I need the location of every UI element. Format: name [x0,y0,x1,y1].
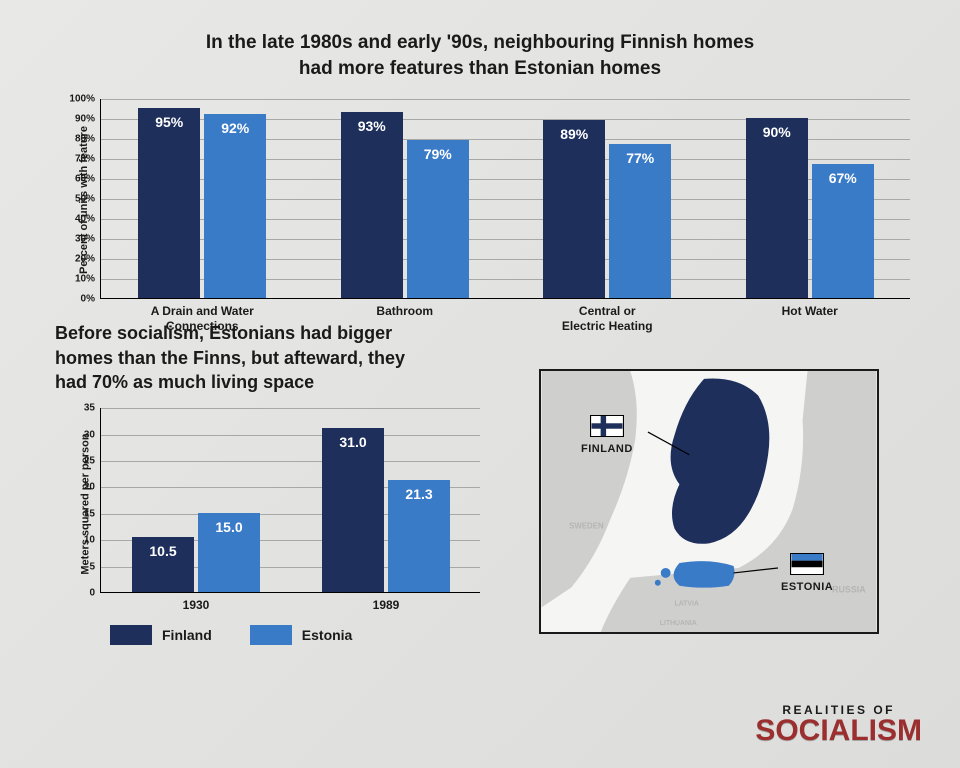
ytick: 0 [63,588,95,599]
bar: 67% [812,164,874,298]
bar-value-label: 15.0 [198,519,260,535]
bar-value-label: 92% [204,120,266,136]
xtick: Central orElectric Heating [506,298,709,333]
bar-value-label: 77% [609,150,671,166]
bar-value-label: 90% [746,124,808,140]
legend: Finland Estonia [110,625,515,645]
bar: 79% [407,140,469,298]
legend-estonia: Estonia [250,625,353,645]
legend-label-finland: Finland [162,627,212,643]
ytick: 50% [63,194,95,205]
map-finland-label: FINLAND [581,443,633,455]
xtick: Hot Water [709,298,912,318]
bar-value-label: 93% [341,118,403,134]
xtick: 1930 [101,592,291,612]
xtick: 1989 [291,592,481,612]
map-callout-finland: FINLAND [581,415,633,455]
ytick: 90% [63,114,95,125]
bar: 89% [543,120,605,298]
ytick: 10 [63,535,95,546]
ytick: 30 [63,429,95,440]
bar-group: 90% 67% [746,118,874,298]
bar-value-label: 79% [407,146,469,162]
ytick: 100% [63,94,95,105]
bar-value-label: 89% [543,126,605,142]
ytick: 70% [63,154,95,165]
ytick: 20% [63,254,95,265]
chart2-plot: 0510152025303510.515.0193031.021.31989 [100,408,480,593]
bar-value-label: 10.5 [132,543,194,559]
svg-text:RUSSIA: RUSSIA [832,585,866,595]
map-box: SWEDEN LATVIA LITHUANIA RUSSIA FINLAND [539,369,879,634]
gridline [101,408,480,409]
logo: REALITIES OF SOCIALISM [755,703,922,744]
legend-swatch-finland [110,625,152,645]
bar-value-label: 21.3 [388,486,450,502]
bar-value-label: 95% [138,114,200,130]
svg-text:LATVIA: LATVIA [675,601,699,608]
legend-label-estonia: Estonia [302,627,353,643]
xtick: Bathroom [304,298,507,318]
bar-group: 95%92% [138,108,266,298]
ytick: 25 [63,456,95,467]
chart1-area: Percent of units with feature 0%10%20%30… [100,99,915,299]
bar-value-label: 31.0 [322,434,384,450]
bar: 21.3 [388,480,450,593]
bar: 10.5 [132,537,194,593]
ytick: 15 [63,508,95,519]
map-callout-estonia: ESTONIA [781,553,833,593]
xtick: A Drain and WaterConnections [101,298,304,333]
legend-finland: Finland [110,625,212,645]
ytick: 5 [63,561,95,572]
ytick: 40% [63,214,95,225]
map-estonia-label: ESTONIA [781,581,833,593]
ytick: 10% [63,274,95,285]
bar-group: 31.0 21.3 [322,428,450,592]
logo-bottom: SOCIALISM [755,717,922,744]
bar: 92% [204,114,266,298]
svg-text:SWEDEN: SWEDEN [569,522,604,531]
svg-text:LITHUANIA: LITHUANIA [660,620,697,627]
ytick: 80% [63,134,95,145]
ytick: 0% [63,294,95,305]
finland-flag-icon [590,415,624,437]
bar: 31.0 [322,428,384,592]
bar-group: 10.515.0 [132,513,260,592]
bar: 93% [341,112,403,298]
chart1-plot: 0%10%20%30%40%50%60%70%80%90%100%95%92%A… [100,99,910,299]
bar-group: 93%79% [341,112,469,298]
legend-swatch-estonia [250,625,292,645]
gridline [101,99,910,100]
bar: 15.0 [198,513,260,592]
estonia-flag-icon [790,553,824,575]
bar: 95% [138,108,200,298]
bar: 77% [609,144,671,298]
chart1-title: In the late 1980s and early '90s, neighb… [45,30,915,81]
bar-value-label: 67% [812,170,874,186]
chart2-area: Meters squared per person 05101520253035… [100,408,515,593]
bar: 90% [746,118,808,298]
ytick: 20 [63,482,95,493]
ytick: 35 [63,403,95,414]
ytick: 60% [63,174,95,185]
ytick: 30% [63,234,95,245]
bar-group: 89%77% [543,120,671,298]
